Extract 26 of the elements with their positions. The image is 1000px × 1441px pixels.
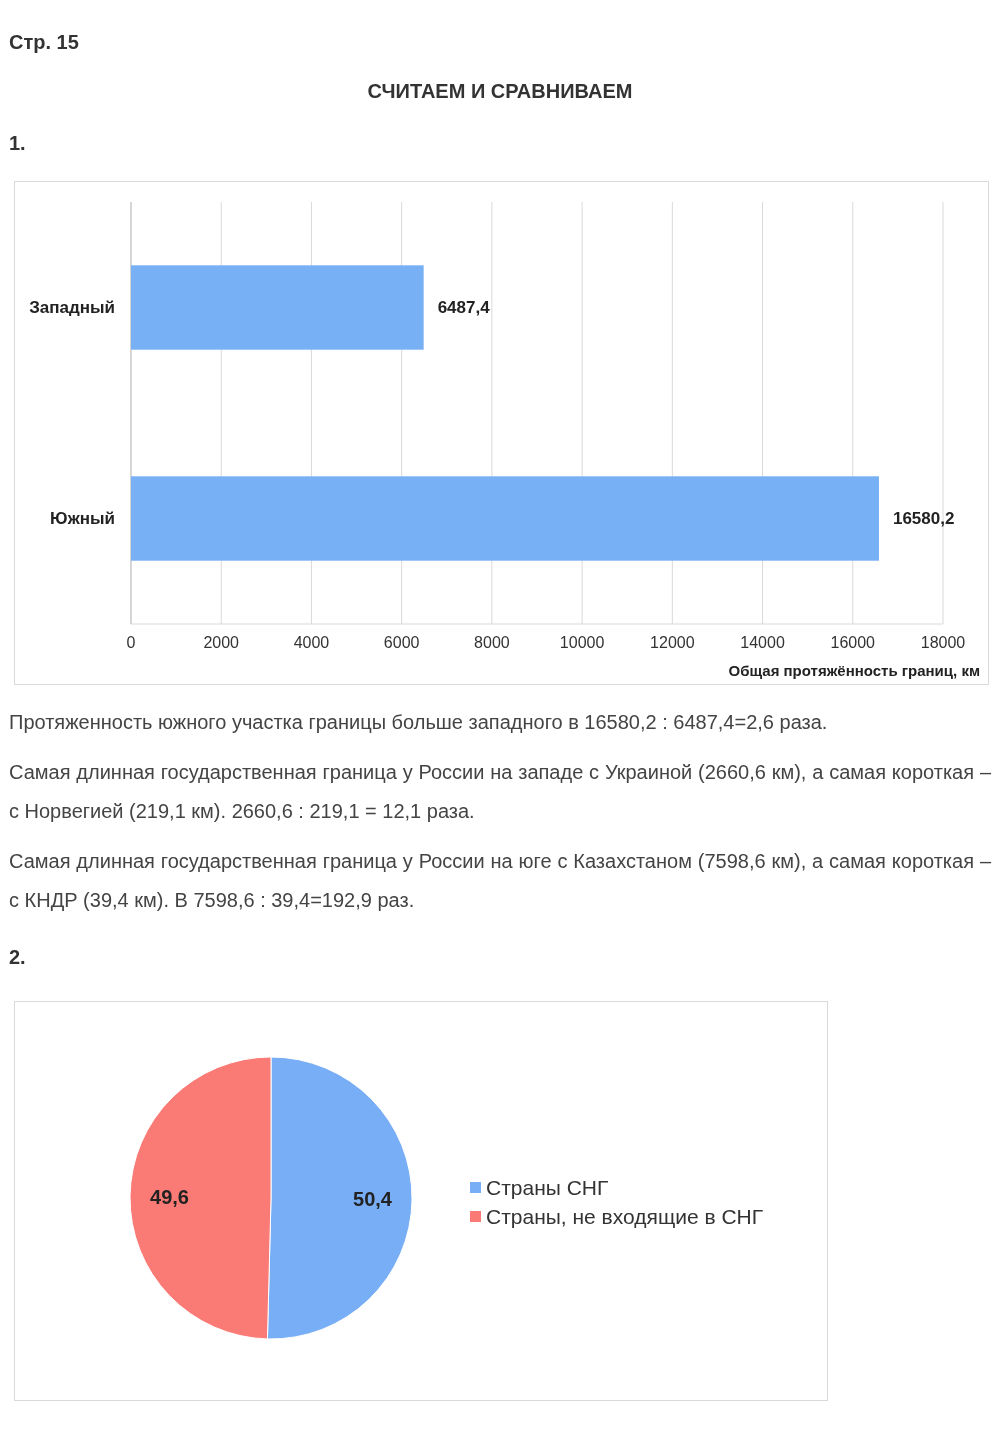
x-tick-label: 12000: [650, 634, 695, 651]
y-tick-label: Западный: [29, 298, 115, 318]
x-tick-label: 0: [126, 634, 136, 651]
y-tick-label: Южный: [49, 509, 115, 529]
x-axis-title: Общая протяжённость границ, км: [728, 662, 980, 679]
text: 1.: [9, 132, 26, 155]
legend-label: Страны, не входящие в СНГ: [486, 1205, 764, 1229]
x-tick-label: 8000: [474, 634, 510, 651]
x-tick-label: 16000: [830, 634, 876, 651]
text: Стр. 15: [9, 31, 79, 54]
data-label: 16580,2: [892, 509, 955, 529]
text: Протяженность южного участка границы больше западного в 16580,2 : 6487,4=2,6 раза.: [9, 710, 829, 735]
text: 2.: [9, 946, 26, 969]
x-tick-label: 2000: [203, 634, 240, 651]
data-label: 49,6: [150, 1185, 189, 1208]
chart-title: СЧИТАЕМ И СРАВНИВАЕМ: [366, 80, 634, 103]
text: Самая длинная государственная граница у России на западе с Украиной (2660,6 км), а самая короткая – с Норвегией (219,1 км). 2660,6 : 219,1 = 12,1 раза.: [9, 760, 991, 824]
x-tick-label: 10000: [559, 634, 605, 651]
x-tick-label: 4000: [293, 634, 330, 651]
legend-label: Страны СНГ: [486, 1176, 609, 1200]
data-label: 6487,4: [437, 298, 491, 318]
x-tick-label: 18000: [920, 634, 966, 651]
x-tick-label: 6000: [383, 634, 420, 651]
x-tick-label: 14000: [740, 634, 785, 651]
data-label: 50,4: [353, 1188, 393, 1211]
text: Самая длинная государственная граница у России на юге с Казахстаном (7598,6 км), а самая короткая – с КНДР (39,4 км). В 7598,6 : 39,4=192,9 раз.: [9, 849, 991, 913]
